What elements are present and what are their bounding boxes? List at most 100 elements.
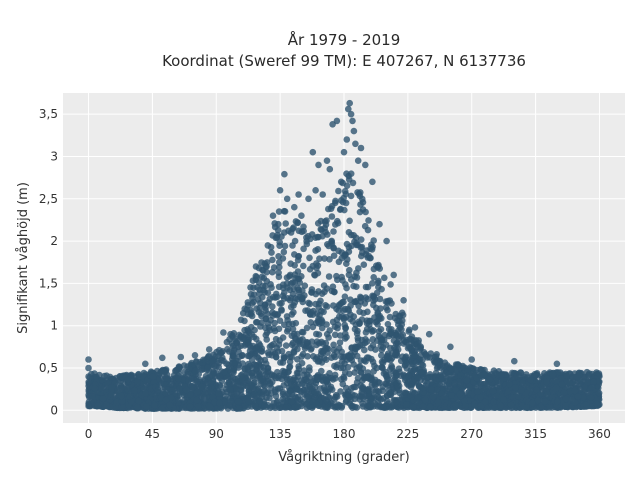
- scatter-point: [396, 317, 403, 325]
- scatter-point: [215, 390, 222, 397]
- scatter-point: [195, 403, 202, 410]
- scatter-point: [261, 356, 269, 364]
- scatter-point: [291, 271, 299, 278]
- scatter-point: [263, 389, 270, 397]
- scatter-point: [198, 383, 205, 391]
- scatter-point: [350, 282, 357, 290]
- scatter-point: [347, 350, 355, 358]
- scatter-point: [284, 326, 292, 333]
- scatter-point: [344, 305, 352, 313]
- scatter-point: [250, 284, 257, 292]
- scatter-point: [315, 331, 323, 338]
- scatter-point: [451, 379, 458, 387]
- scatter-point: [306, 364, 313, 371]
- scatter-point: [362, 251, 370, 258]
- scatter-point: [370, 274, 378, 281]
- scatter-point: [576, 386, 584, 393]
- scatter-point: [562, 395, 570, 403]
- scatter-point: [377, 403, 384, 411]
- scatter-point: [326, 327, 334, 334]
- scatter-point: [405, 372, 413, 379]
- scatter-point: [312, 379, 320, 387]
- scatter-point: [392, 340, 400, 348]
- scatter-point: [323, 378, 331, 386]
- scatter-point: [320, 308, 327, 316]
- x-tick-label: 360: [588, 427, 611, 441]
- scatter-point: [378, 336, 386, 344]
- scatter-point: [304, 353, 311, 360]
- scatter-point: [384, 400, 392, 408]
- scatter-point: [204, 364, 211, 372]
- scatter-point: [160, 380, 168, 388]
- scatter-point: [316, 255, 323, 262]
- scatter-point: [301, 282, 309, 290]
- scatter-point: [332, 375, 339, 382]
- scatter-points: [85, 99, 603, 412]
- scatter-point: [500, 396, 507, 403]
- scatter-point: [298, 212, 305, 219]
- scatter-point: [312, 389, 320, 396]
- scatter-point: [354, 327, 361, 335]
- scatter-point: [134, 371, 142, 379]
- scatter-point: [343, 136, 351, 143]
- scatter-point: [291, 237, 299, 245]
- scatter-point: [341, 321, 349, 329]
- scatter-point: [345, 390, 352, 398]
- scatter-point: [369, 341, 377, 349]
- scatter-point: [337, 178, 345, 186]
- scatter-point: [375, 394, 383, 402]
- scatter-point: [357, 294, 365, 302]
- scatter-point: [427, 378, 435, 386]
- scatter-point: [163, 375, 170, 382]
- scatter-point: [266, 295, 274, 303]
- scatter-point: [341, 360, 348, 367]
- scatter-point: [278, 347, 286, 355]
- scatter-point: [360, 309, 367, 317]
- scatter-point: [278, 307, 285, 314]
- scatter-point: [246, 341, 253, 349]
- scatter-point: [352, 321, 360, 329]
- scatter-point: [215, 346, 223, 354]
- scatter-point: [313, 264, 320, 272]
- scatter-point: [89, 393, 96, 400]
- scatter-point: [332, 197, 339, 205]
- scatter-point: [343, 170, 350, 177]
- scatter-point: [266, 381, 274, 388]
- scatter-point: [164, 386, 171, 393]
- scatter-point: [305, 373, 313, 381]
- scatter-point: [300, 223, 307, 231]
- scatter-point: [274, 226, 282, 234]
- scatter-point: [414, 394, 422, 402]
- scatter-point: [294, 356, 301, 363]
- scatter-point: [273, 353, 280, 361]
- scatter-point: [289, 225, 297, 233]
- scatter-point: [434, 398, 442, 406]
- scatter-point: [477, 393, 484, 401]
- scatter-point: [258, 273, 266, 281]
- scatter-point: [304, 393, 312, 401]
- scatter-point: [298, 359, 306, 367]
- scatter-point: [237, 372, 245, 379]
- scatter-point: [313, 373, 321, 381]
- scatter-point: [328, 386, 336, 394]
- scatter-point: [456, 390, 464, 398]
- scatter-point: [351, 298, 358, 306]
- scatter-point: [461, 397, 468, 405]
- scatter-point: [384, 320, 392, 328]
- scatter-point: [255, 355, 262, 362]
- scatter-point: [328, 287, 336, 295]
- scatter-point: [108, 383, 116, 391]
- scatter-point: [281, 170, 288, 178]
- scatter-point: [251, 379, 258, 386]
- scatter-point: [85, 364, 92, 372]
- scatter-point: [91, 384, 99, 392]
- scatter-point: [244, 299, 252, 306]
- scatter-point: [292, 319, 300, 327]
- scatter-point: [204, 384, 212, 392]
- scatter-point: [543, 378, 550, 386]
- scatter-point: [254, 368, 261, 375]
- scatter-point: [237, 386, 245, 393]
- scatter-point: [326, 255, 333, 263]
- chart-subtitle: Koordinat (Sweref 99 TM): E 407267, N 61…: [162, 52, 526, 70]
- scatter-point: [363, 325, 371, 333]
